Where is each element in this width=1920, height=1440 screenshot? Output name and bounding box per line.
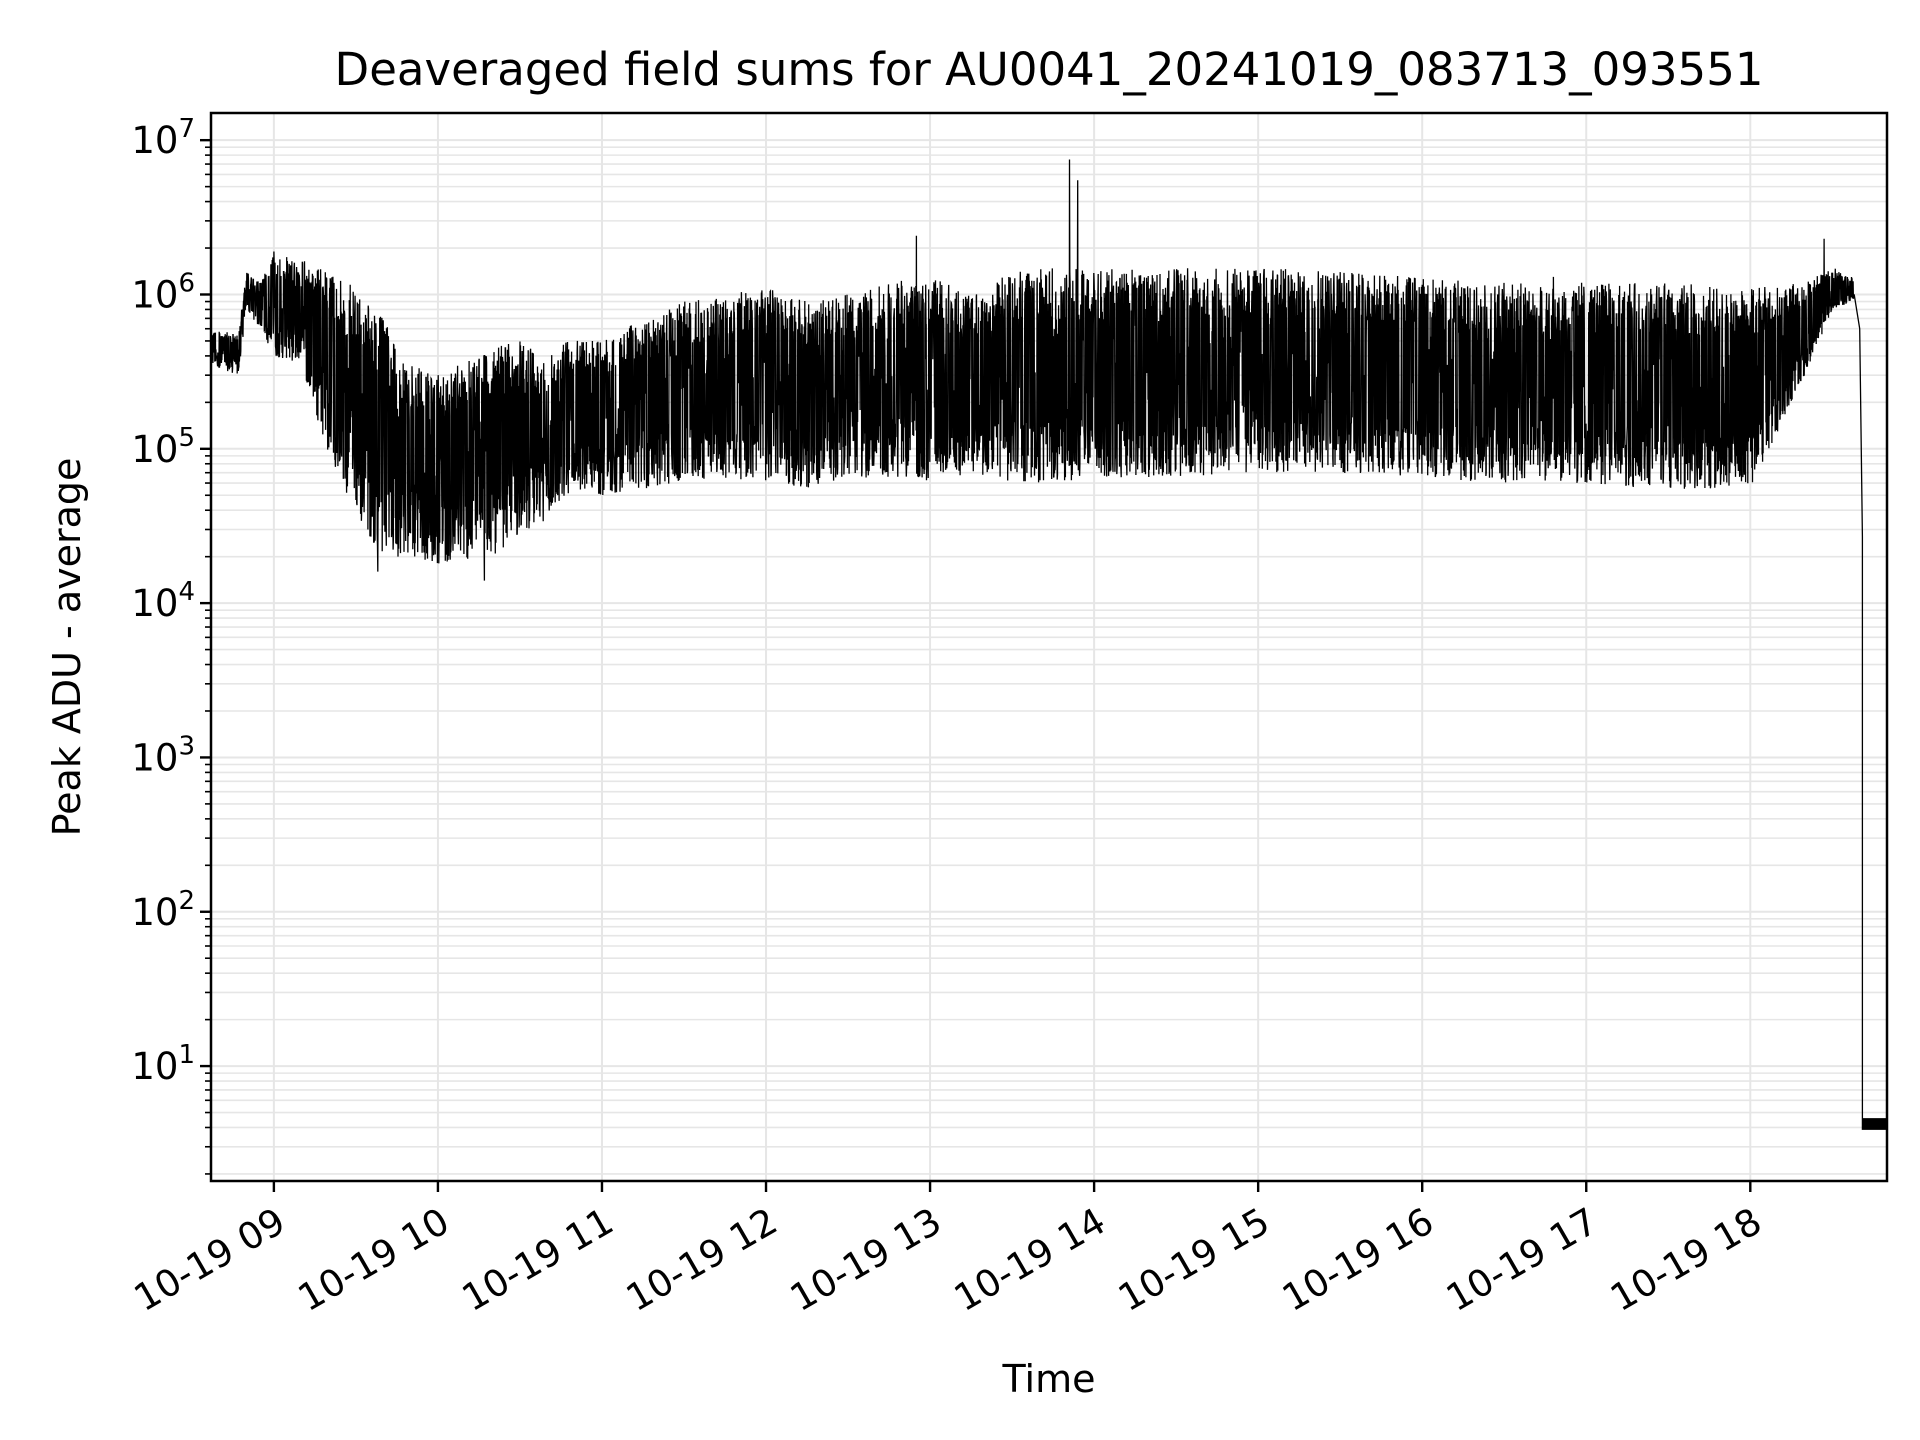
y-tick-label: 106 [131,268,195,316]
x-tick-label: 10-19 17 [1439,1200,1605,1320]
y-tick-label: 101 [131,1040,195,1088]
x-tick-label: 10-19 18 [1603,1200,1769,1320]
y-tick-label: 105 [131,423,195,471]
y-tick-label: 107 [131,114,195,162]
y-tick-label: 102 [131,886,195,934]
x-tick-label: 10-19 10 [291,1200,457,1320]
chart-title: Deaveraged field sums for AU0041_2024101… [335,43,1764,96]
x-axis-label: Time [1002,1357,1096,1401]
y-tick-label: 104 [131,577,195,625]
series-line [210,159,1888,1130]
x-tick-label: 10-19 12 [619,1200,785,1320]
y-axis-label: Peak ADU - average [45,458,89,837]
x-tick-label: 10-19 13 [783,1200,949,1320]
x-tick-label: 10-19 16 [1275,1200,1441,1320]
x-tick-label: 10-19 14 [947,1200,1113,1320]
x-tick-label: 10-19 15 [1111,1200,1277,1320]
y-tick-label: 103 [131,731,195,779]
x-tick-label: 10-19 11 [455,1200,621,1320]
x-tick-label: 10-19 09 [127,1200,293,1320]
plot-frame [209,111,1889,1183]
